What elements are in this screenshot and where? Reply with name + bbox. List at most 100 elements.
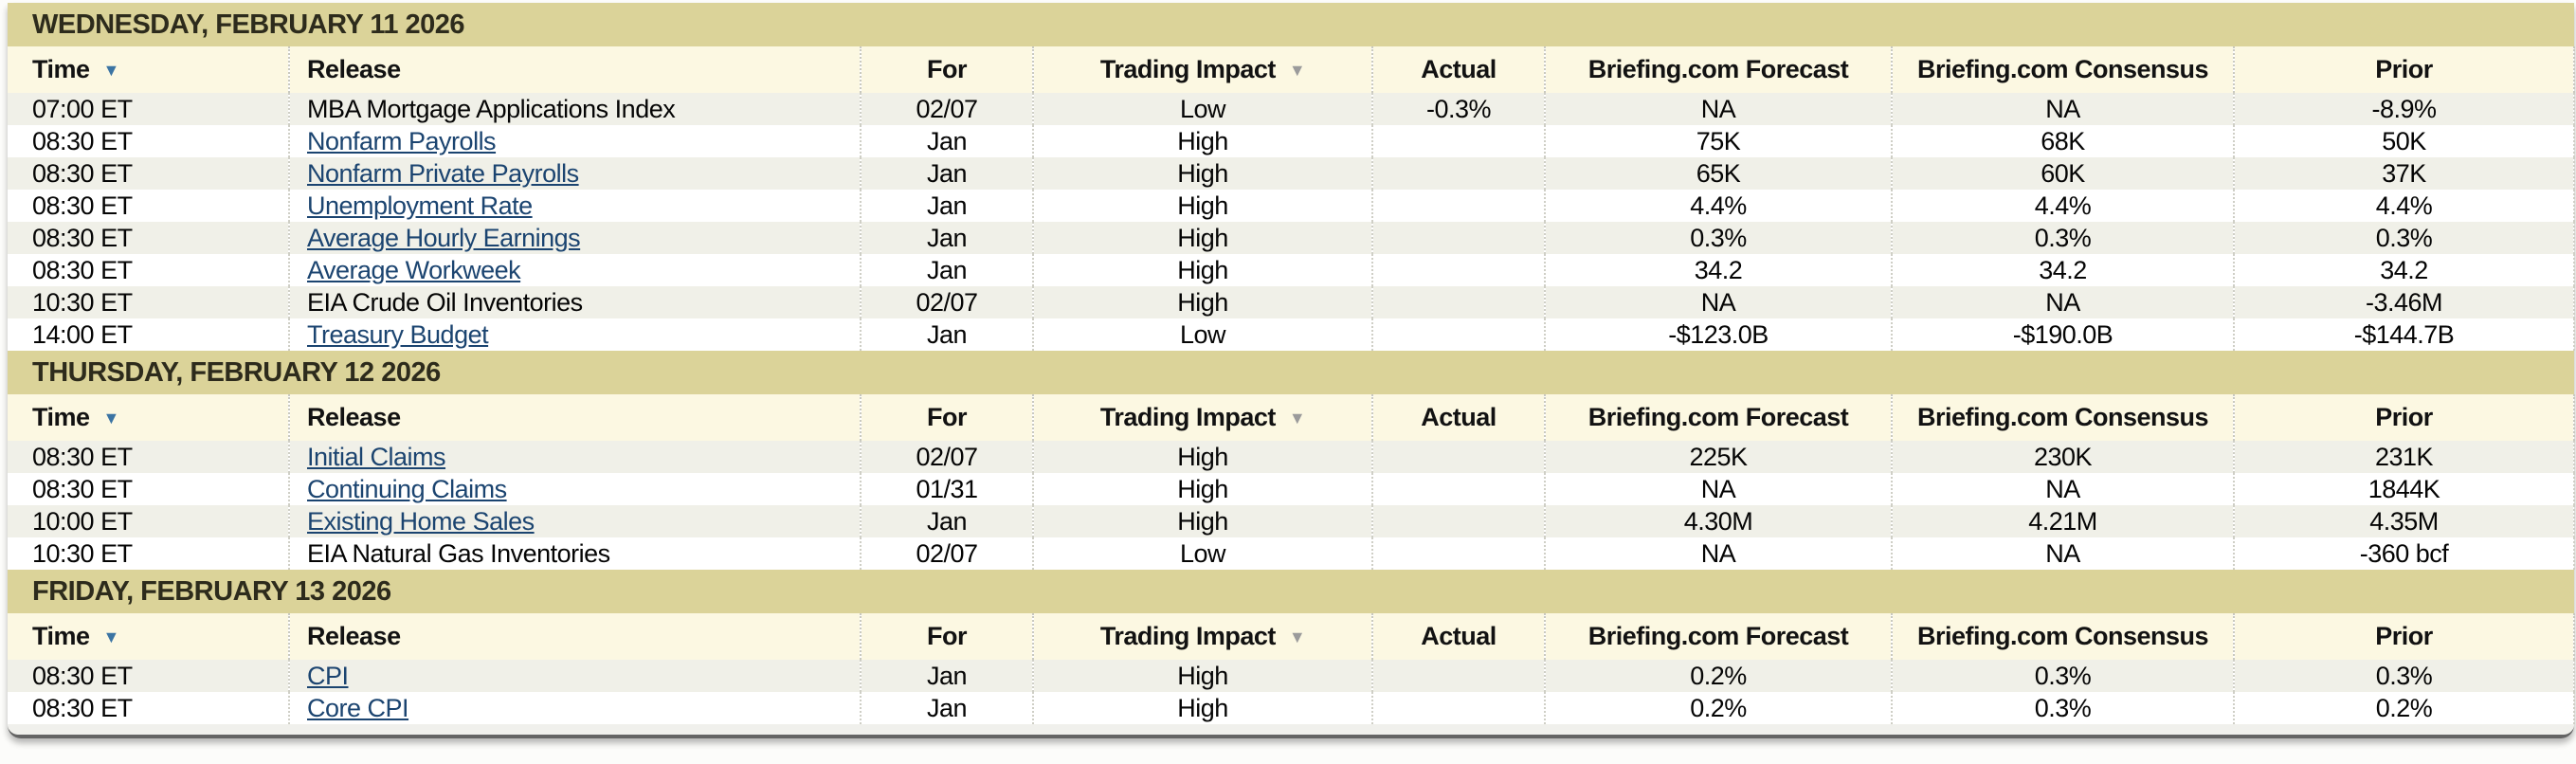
cell-trading-impact: High [1033,286,1373,318]
cell-actual [1372,125,1546,157]
cell-for: 02/07 [861,93,1034,125]
cell-prior: -360 bcf [2234,537,2576,570]
table-row: 10:30 ET EIA Crude Oil Inventories 02/07 Hi… [8,286,2576,318]
cell-consensus: 0.3% [1892,222,2235,254]
column-header-label: Time [32,403,90,431]
release-link[interactable]: CPI [307,661,349,690]
day-header: FRIDAY, FEBRUARY 13 2026 [8,570,2575,613]
column-header-label: For [927,622,968,650]
cell-time: 08:30 ET [8,254,290,286]
impact-sort-arrow-icon: ▼ [1288,409,1306,427]
column-header-time[interactable]: Time ▼ [8,394,290,441]
cell-prior: 4.4% [2234,190,2576,222]
day-header-row: THURSDAY, FEBRUARY 12 2026 [8,351,2575,394]
cell-actual [1372,190,1546,222]
cell-prior: -3.46M [2234,286,2576,318]
column-header-label: Release [307,622,401,650]
cell-trading-impact: High [1033,254,1373,286]
impact-sort-arrow-icon: ▼ [1288,628,1306,646]
cell-time: 14:00 ET [8,318,290,351]
cell-forecast: 34.2 [1545,254,1893,286]
cell-trading-impact: High [1033,441,1373,473]
cell-trading-impact: High [1033,157,1373,190]
cell-time: 10:30 ET [8,286,290,318]
column-header-time[interactable]: Time ▼ [8,46,290,93]
column-header-for: For [861,394,1034,441]
cell-time: 08:30 ET [8,473,290,505]
column-header-label: Prior [2375,55,2433,83]
cell-time: 07:00 ET [8,93,290,125]
cell-release: Initial Claims [289,441,862,473]
cell-time: 10:00 ET [8,505,290,537]
table-row: 08:30 ET Average Hourly Earnings Jan High 0.… [8,222,2576,254]
cell-time: 08:30 ET [8,190,290,222]
cell-actual [1372,318,1546,351]
cell-for: Jan [861,157,1034,190]
time-sort-arrow-icon: ▼ [102,628,120,646]
cell-consensus: NA [1892,286,2235,318]
cell-prior: 4.35M [2234,505,2576,537]
cell-forecast: 65K [1545,157,1893,190]
cell-for: Jan [861,660,1034,692]
column-header-label: Actual [1421,55,1497,83]
table-row: 08:30 ET Initial Claims 02/07 High 225K 230K 2… [8,441,2576,473]
column-header-consensus: Briefing.com Consensus [1892,613,2235,660]
cell-release: Average Workweek [289,254,862,286]
column-header-label: Briefing.com Forecast [1587,622,1849,650]
release-link[interactable]: Unemployment Rate [307,191,533,220]
table-row: 08:30 ET Core CPI Jan High 0.2% 0.3% 0.2% [8,692,2576,724]
release-link[interactable]: Core CPI [307,693,409,722]
column-header-forecast: Briefing.com Forecast [1545,394,1893,441]
cell-forecast: 0.2% [1545,660,1893,692]
column-header-row: Time ▼ Release For Trading Impact ▼ Actual Brie… [8,394,2576,441]
column-header-impact[interactable]: Trading Impact ▼ [1033,394,1373,441]
cell-forecast: 75K [1545,125,1893,157]
column-header-release: Release [289,46,862,93]
cell-consensus: 68K [1892,125,2235,157]
column-header-time[interactable]: Time ▼ [8,613,290,660]
cell-time: 08:30 ET [8,222,290,254]
column-header-label: Prior [2375,622,2433,650]
cell-prior: -$144.7B [2234,318,2576,351]
release-link[interactable]: Treasury Budget [307,319,489,349]
column-header-label: For [927,55,968,83]
release-link[interactable]: Initial Claims [307,442,446,471]
column-header-impact[interactable]: Trading Impact ▼ [1033,46,1373,93]
column-header-row: Time ▼ Release For Trading Impact ▼ Actual Brie… [8,613,2576,660]
cell-for: Jan [861,125,1034,157]
cell-trading-impact: High [1033,473,1373,505]
table-row: 08:30 ET Nonfarm Payrolls Jan High 75K 68K 50K [8,125,2576,157]
release-link[interactable]: Existing Home Sales [307,506,535,536]
cell-forecast: 225K [1545,441,1893,473]
cell-consensus: 230K [1892,441,2235,473]
cell-for: Jan [861,318,1034,351]
release-link[interactable]: Continuing Claims [307,474,507,503]
release-link[interactable]: Nonfarm Payrolls [307,126,497,155]
impact-sort-arrow-icon: ▼ [1288,61,1306,80]
release-text: EIA Crude Oil Inventories [307,287,583,317]
cell-release: EIA Crude Oil Inventories [289,286,862,318]
release-link[interactable]: Average Hourly Earnings [307,223,581,252]
cell-trading-impact: High [1033,222,1373,254]
cell-for: Jan [861,254,1034,286]
column-header-impact[interactable]: Trading Impact ▼ [1033,613,1373,660]
release-link[interactable]: Nonfarm Private Payrolls [307,158,579,188]
column-header-label: Briefing.com Forecast [1587,403,1849,431]
cell-time: 08:30 ET [8,692,290,724]
column-header-for: For [861,46,1034,93]
cell-release: Core CPI [289,692,862,724]
cell-consensus: 60K [1892,157,2235,190]
cell-actual [1372,286,1546,318]
cell-consensus: -$190.0B [1892,318,2235,351]
cell-for: 02/07 [861,286,1034,318]
column-header-row: Time ▼ Release For Trading Impact ▼ Actual Brie… [8,46,2576,93]
cell-for: 01/31 [861,473,1034,505]
column-header-label: Briefing.com Forecast [1587,55,1849,83]
cell-for: Jan [861,505,1034,537]
cell-consensus: 34.2 [1892,254,2235,286]
table-row: 08:30 ET Continuing Claims 01/31 High NA NA 18… [8,473,2576,505]
cell-prior: 0.2% [2234,692,2576,724]
table-row: 07:00 ET MBA Mortgage Applications Index 0… [8,93,2576,125]
release-link[interactable]: Average Workweek [307,255,521,284]
table-row: 10:00 ET Existing Home Sales Jan High 4.30M 4… [8,505,2576,537]
